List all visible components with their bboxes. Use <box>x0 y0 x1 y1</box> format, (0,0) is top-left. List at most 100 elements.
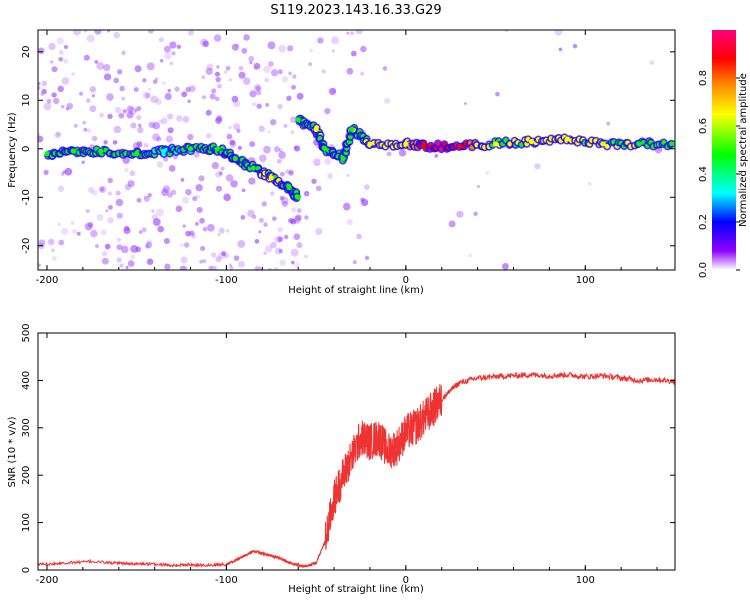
spectrogram-noise-mark <box>286 95 292 101</box>
spectrogram-noise-mark <box>238 65 244 71</box>
spectrogram-xtick-label: 100 <box>576 275 595 286</box>
spectrogram-noise-mark <box>237 145 242 150</box>
spectrogram-noise-mark <box>352 260 357 265</box>
spectrogram-noise-mark <box>324 107 331 115</box>
spectrogram-noise-mark <box>501 263 509 270</box>
spectrogram-noise-mark <box>215 185 223 192</box>
spectrogram-noise-mark <box>215 76 221 83</box>
spectrogram-noise-mark <box>292 74 297 79</box>
spectrogram-noise-mark <box>346 173 350 177</box>
spectrogram-noise-mark <box>205 67 213 75</box>
spectrogram-noise-mark <box>126 111 134 119</box>
spectrogram-noise-mark <box>265 103 269 107</box>
colorbar-gradient <box>712 30 736 270</box>
spectrogram-noise-mark <box>211 88 217 94</box>
spectrogram-noise-mark <box>113 77 120 84</box>
spectrogram-noise-mark <box>382 66 388 71</box>
spectrogram-ridge-point <box>322 146 328 152</box>
spectrogram-noise-mark <box>263 145 271 154</box>
spectrogram-xtick-label: -100 <box>215 275 238 286</box>
colorbar-label: Normalized spectral amplitude <box>738 73 749 227</box>
spectrogram-noise-mark <box>142 91 150 99</box>
spectrogram-ridge-point <box>672 141 675 147</box>
spectrogram-noise-mark <box>113 125 122 134</box>
spectrogram-noise-mark <box>155 208 164 217</box>
spectrogram-noise-mark <box>294 262 301 268</box>
snr-panel: -200 -100 0 100 0 100 200 300 400 500 Height of s… <box>7 323 676 595</box>
spectrogram-ridge-point <box>214 146 221 152</box>
spectrogram-noise-mark <box>558 47 563 52</box>
spectrogram-noise-mark <box>89 86 97 93</box>
spectrogram-noise-mark <box>103 73 112 81</box>
spectrogram-noise-mark <box>229 140 237 148</box>
spectrogram-noise-mark <box>264 77 270 83</box>
spectrogram-ridge-point <box>44 151 50 157</box>
spectrogram-noise-mark <box>181 196 190 204</box>
spectrogram-noise-mark <box>43 169 49 175</box>
spectrogram-noise-mark <box>248 177 256 185</box>
spectrogram-ytick-label: 0 <box>21 146 32 152</box>
spectrogram-noise-mark <box>133 87 139 92</box>
snr-xtick-label: 0 <box>403 575 409 586</box>
spectrogram-noise-mark <box>303 190 310 197</box>
spectrogram-noise-mark <box>281 200 289 208</box>
spectrogram-noise-mark <box>468 253 473 258</box>
spectrogram-noise-mark <box>91 189 98 196</box>
spectrogram-noise-mark <box>193 151 200 158</box>
spectrogram-noise-mark <box>288 169 294 175</box>
spectrogram-noise-mark <box>46 98 52 104</box>
spectrogram-ridge-point <box>367 141 373 147</box>
spectrogram-noise-mark <box>346 67 354 75</box>
spectrogram-noise-mark <box>317 37 324 44</box>
spectrogram-noise-mark <box>118 113 125 120</box>
spectrogram-noise-mark <box>135 246 142 253</box>
spectrogram-noise-mark <box>360 71 365 76</box>
spectrogram-noise-mark <box>164 52 172 60</box>
spectrogram-noise-mark <box>104 243 111 250</box>
spectrogram-noise-mark <box>225 174 234 182</box>
spectrogram-noise-mark <box>294 145 301 152</box>
spectrogram-noise-mark <box>224 70 228 74</box>
spectrogram-noise-mark <box>223 193 231 202</box>
spectrogram-noise-mark <box>106 93 114 101</box>
spectrogram-xlabel: Height of straight line (km) <box>288 285 424 296</box>
spectrogram-ridge-point <box>286 184 292 191</box>
spectrogram-noise-mark <box>290 260 295 265</box>
spectrogram-noise-mark <box>141 227 147 233</box>
spectrogram-noise-mark <box>331 36 340 45</box>
spectrogram-noise-mark <box>144 244 150 249</box>
spectrogram-noise-mark <box>157 225 165 233</box>
spectrogram-noise-mark <box>290 116 297 123</box>
snr-frame <box>37 332 676 571</box>
spectrogram-noise-mark <box>267 41 276 50</box>
spectrogram-noise-mark <box>215 117 222 124</box>
spectrogram-noise-mark <box>79 91 84 96</box>
spectrogram-noise-mark <box>57 222 62 227</box>
spectrogram-noise-mark <box>161 188 169 197</box>
spectrogram-noise-mark <box>346 31 350 35</box>
spectrogram-noise-mark <box>63 58 69 64</box>
spectrogram-noise-mark <box>258 154 267 163</box>
spectrogram-noise-mark <box>121 245 129 254</box>
spectrogram-ytick-label: -10 <box>21 189 32 205</box>
spectrogram-noise-mark <box>278 148 283 153</box>
spectrogram-ridge-mark <box>604 144 610 149</box>
spectrogram-noise-mark <box>274 235 282 244</box>
spectrogram-noise-mark <box>251 214 257 220</box>
spectrogram-noise-mark <box>386 151 392 157</box>
spectrogram-noise-mark <box>217 83 222 89</box>
spectrogram-noise-mark <box>181 91 188 98</box>
spectrogram-noise-mark <box>54 132 61 139</box>
spectrogram-noise-mark <box>313 158 321 167</box>
spectrogram-xtick-label: -200 <box>36 275 59 286</box>
spectrogram-noise-mark <box>434 153 439 158</box>
spectrogram-noise-mark <box>187 99 191 103</box>
spectrogram-noise-mark <box>270 69 279 77</box>
spectrogram-noise-mark <box>121 96 126 101</box>
spectrogram-noise-mark <box>218 227 225 234</box>
spectrogram-noise-mark <box>138 230 143 234</box>
spectrogram-noise-mark <box>99 187 105 192</box>
spectrogram-noise-mark <box>180 243 184 247</box>
snr-ytick-label: 200 <box>21 466 32 485</box>
